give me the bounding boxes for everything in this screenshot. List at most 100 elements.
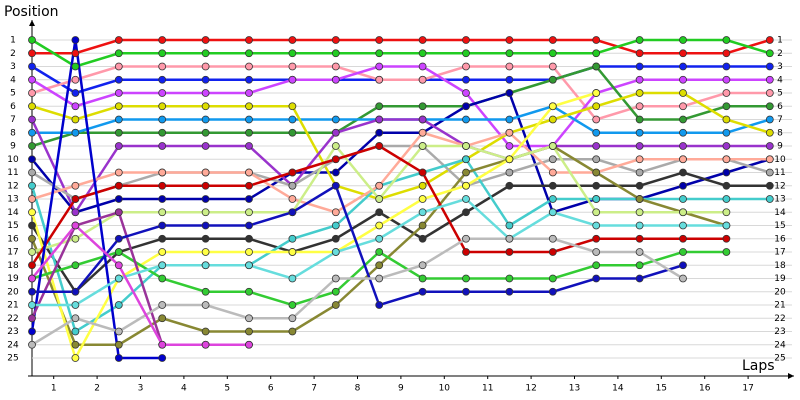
- series-point: [418, 49, 427, 58]
- series-point: [765, 155, 774, 164]
- series-point: [158, 354, 167, 362]
- series-point: [418, 115, 427, 124]
- series-point: [245, 248, 253, 256]
- series-point: [245, 89, 253, 97]
- series-point: [114, 49, 123, 58]
- series-point: [592, 221, 601, 230]
- series-point: [462, 115, 470, 124]
- series-point: [114, 274, 123, 283]
- series-point: [505, 168, 514, 177]
- series-point: [462, 195, 470, 203]
- series-point: [418, 181, 427, 190]
- series-point: [375, 115, 384, 124]
- series-point: [722, 128, 731, 137]
- series-point: [71, 234, 80, 243]
- series-point: [245, 208, 253, 217]
- y-tick-label-right: 21: [774, 301, 785, 311]
- series-point: [331, 274, 340, 283]
- series-point: [28, 221, 36, 230]
- series-point: [114, 234, 123, 243]
- series-point: [71, 287, 80, 296]
- series-point: [158, 168, 167, 177]
- series-point: [114, 102, 123, 111]
- series-point: [635, 128, 644, 137]
- series-point: [418, 128, 427, 137]
- series-line: [31, 65, 770, 148]
- series-point: [158, 128, 167, 137]
- series-point: [505, 128, 514, 137]
- series-point: [635, 36, 644, 44]
- series-point: [635, 115, 644, 124]
- series-point: [418, 36, 427, 44]
- x-axis-title: Laps: [742, 358, 775, 374]
- series-point: [592, 89, 601, 97]
- series-point: [418, 168, 427, 177]
- x-tick-label: 1: [51, 384, 57, 394]
- series-line: [32, 183, 684, 307]
- series-point: [635, 274, 644, 283]
- y-tick-label: 14: [7, 208, 19, 218]
- series-line: [30, 144, 727, 346]
- series-point: [114, 340, 123, 349]
- series-point: [505, 75, 514, 84]
- series-point: [722, 168, 731, 177]
- series-point: [288, 115, 297, 124]
- series-point: [418, 195, 427, 203]
- series-line: [31, 38, 771, 68]
- y-tick-label-right: 19: [774, 274, 786, 284]
- x-tick-label: 2: [94, 384, 100, 394]
- series-point: [158, 340, 167, 349]
- series-point: [201, 128, 210, 137]
- series-point: [28, 261, 36, 270]
- series-point: [288, 234, 297, 243]
- series-point: [158, 181, 167, 190]
- series-point: [114, 89, 123, 97]
- series-point: [548, 62, 557, 71]
- series-point: [71, 261, 80, 270]
- series-point: [28, 274, 36, 283]
- y-tick-label-right: 16: [774, 234, 786, 244]
- series-point: [418, 274, 427, 283]
- series-point: [679, 234, 687, 243]
- series-point: [505, 89, 514, 97]
- series-point: [635, 208, 644, 217]
- series-point: [114, 248, 123, 256]
- series-point: [331, 155, 340, 164]
- series-point: [114, 261, 123, 270]
- series-point: [288, 128, 297, 137]
- series-point: [158, 195, 167, 203]
- series-point: [245, 102, 253, 111]
- series-point: [201, 261, 210, 270]
- series-point: [288, 62, 297, 71]
- series-point: [548, 168, 557, 177]
- y-tick-label-right: 14: [774, 208, 786, 218]
- series-point: [201, 195, 210, 203]
- y-tick-label: 22: [7, 314, 18, 324]
- series-point: [201, 287, 210, 296]
- series-point: [245, 195, 253, 203]
- series-point: [765, 168, 774, 177]
- series-point: [201, 208, 210, 217]
- series-point: [592, 274, 601, 283]
- series-point: [592, 128, 601, 137]
- series-point: [71, 115, 80, 124]
- series-point: [201, 181, 210, 190]
- series-point: [245, 62, 253, 71]
- series-point: [288, 248, 297, 256]
- y-tick-label-right: 1: [777, 36, 783, 46]
- series-point: [201, 221, 210, 230]
- series-point: [418, 62, 427, 71]
- series-point: [679, 115, 687, 124]
- x-tick-label: 16: [699, 384, 711, 394]
- series-point: [288, 102, 297, 111]
- y-tick-label: 21: [7, 301, 18, 311]
- series-point: [418, 234, 427, 243]
- series-point: [288, 274, 297, 283]
- y-tick-label: 1: [10, 36, 16, 46]
- series-point: [418, 75, 427, 84]
- series-point: [28, 62, 36, 71]
- series-point: [71, 181, 80, 190]
- series-point: [765, 62, 774, 71]
- y-tick-label-right: 15: [774, 221, 785, 231]
- series-point: [679, 221, 687, 230]
